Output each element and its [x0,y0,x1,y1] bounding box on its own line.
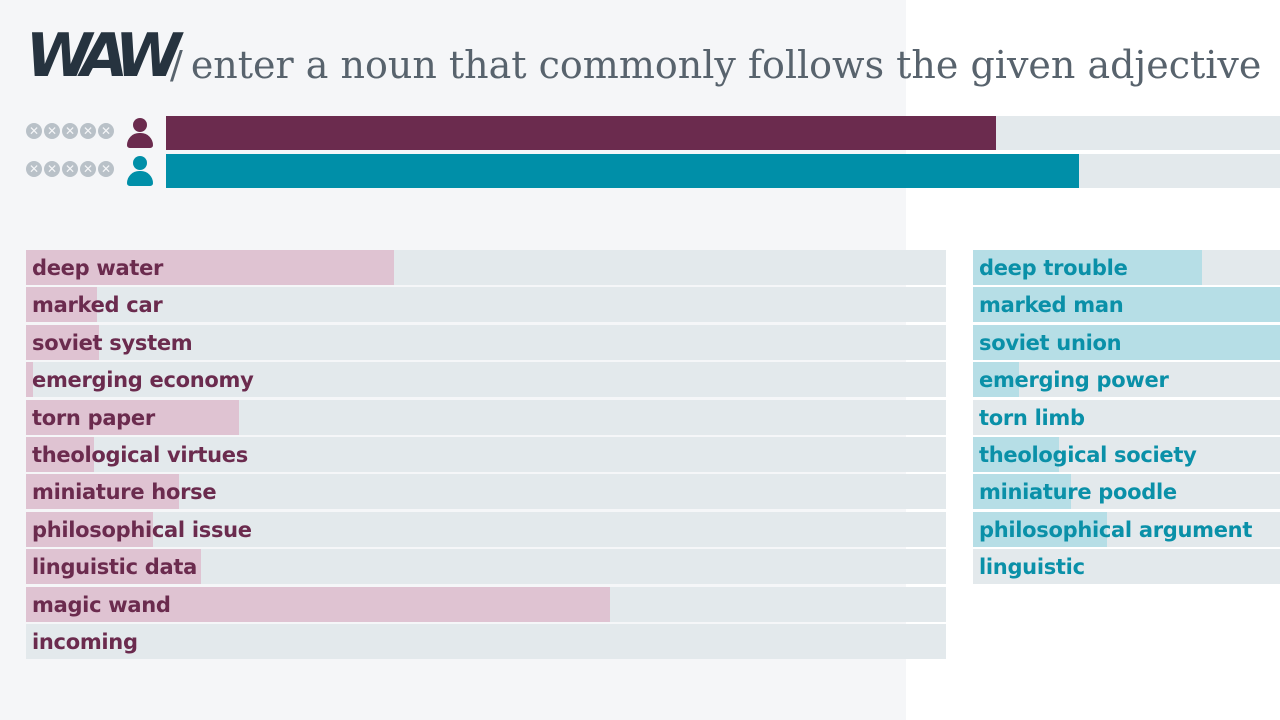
answer-row: marked man [973,287,1280,323]
answer-score-bar [26,549,201,585]
answer-text: emerging economy [32,368,254,393]
waw-logo: WAW [19,21,179,91]
answer-row: torn limb [973,399,1280,435]
answer-text: soviet system [32,330,193,355]
answer-text: miniature horse [32,480,217,505]
player-1-progress-track [166,116,1280,150]
answer-text: marked car [32,293,163,318]
answer-row: philosophical argument [973,511,1280,547]
player-2-lives: ✕ ✕ ✕ ✕ ✕ [26,161,114,177]
answer-row: incoming [26,623,946,659]
player-1-avatar-icon [126,116,154,150]
player-1-progress-bar [166,116,996,150]
answer-text: emerging power [979,368,1169,393]
life-x-icon: ✕ [44,161,60,177]
answer-score-bar [26,287,97,323]
life-x-icon: ✕ [98,161,114,177]
answer-score-bar [26,474,179,510]
answer-text: deep water [32,256,164,280]
answer-score-bar [26,399,239,435]
player-1-lives: ✕ ✕ ✕ ✕ ✕ [26,123,114,139]
answer-text: philosophical issue [32,517,252,542]
answer-row: torn paper [26,399,946,435]
answer-text: theological society [979,442,1197,467]
answer-text: philosophical argument [979,517,1253,542]
answer-score-bar [26,511,153,547]
answer-row: emerging power [973,362,1280,398]
answer-text: incoming [32,629,138,654]
answer-score-bar [973,511,1107,547]
life-x-icon: ✕ [26,161,42,177]
answer-score-bar [26,250,394,285]
player-2-progress-bar [166,154,1080,188]
player-2-answer-list: deep trouble marked man soviet union emergi… [973,250,1280,587]
prompt-instruction: / enter a noun that commonly follows the … [170,40,1261,90]
answer-text: deep trouble [979,256,1128,280]
answer-row: miniature horse [26,474,946,510]
player-2-row: ✕ ✕ ✕ ✕ ✕ [26,154,1280,188]
answer-score-bar [26,586,611,622]
instruction-text: enter a noun that commonly follows the g… [190,43,1262,87]
answer-row: soviet union [973,324,1280,360]
answer-text: soviet union [979,330,1122,355]
answer-row: linguistic [973,549,1280,585]
player-2-avatar-icon [126,154,154,188]
answer-row: miniature poodle [973,474,1280,510]
answer-text: miniature poodle [979,480,1177,505]
answer-row: deep water [26,250,946,285]
answer-text: magic wand [32,592,171,617]
separator: / [170,43,183,87]
answer-text: marked man [979,293,1124,318]
answer-score-bar [973,324,1280,360]
answer-row: deep trouble [973,250,1280,285]
answer-score-bar [973,436,1059,472]
life-x-icon: ✕ [80,123,96,139]
answer-score-bar [26,324,99,360]
life-x-icon: ✕ [80,161,96,177]
answer-score-bar [26,362,34,398]
answer-row: philosophical issue [26,511,946,547]
life-x-icon: ✕ [98,123,114,139]
answer-score-bar [973,474,1072,510]
answer-score-bar [973,287,1280,323]
player-1-row: ✕ ✕ ✕ ✕ ✕ [26,116,1280,150]
answer-row: linguistic data [26,549,946,585]
player-2-progress-track [166,154,1280,188]
answer-row: emerging economy [26,362,946,398]
life-x-icon: ✕ [44,123,60,139]
answer-text: theological virtues [32,442,248,467]
answer-row: magic wand [26,586,946,622]
life-x-icon: ✕ [62,123,78,139]
answer-row: marked car [26,287,946,323]
player-1-answer-list: deep water marked car soviet system emergin… [26,250,946,661]
life-x-icon: ✕ [26,123,42,139]
answer-score-bar [26,436,95,472]
answer-score-bar [973,250,1203,285]
answer-text: torn paper [32,405,155,430]
answer-row: soviet system [26,324,946,360]
answer-text: linguistic data [32,555,197,580]
answer-row: theological society [973,436,1280,472]
answer-row: theological virtues [26,436,946,472]
life-x-icon: ✕ [62,161,78,177]
answer-text: torn limb [979,405,1085,430]
answer-score-bar [973,362,1020,398]
answer-text: linguistic [979,555,1085,580]
